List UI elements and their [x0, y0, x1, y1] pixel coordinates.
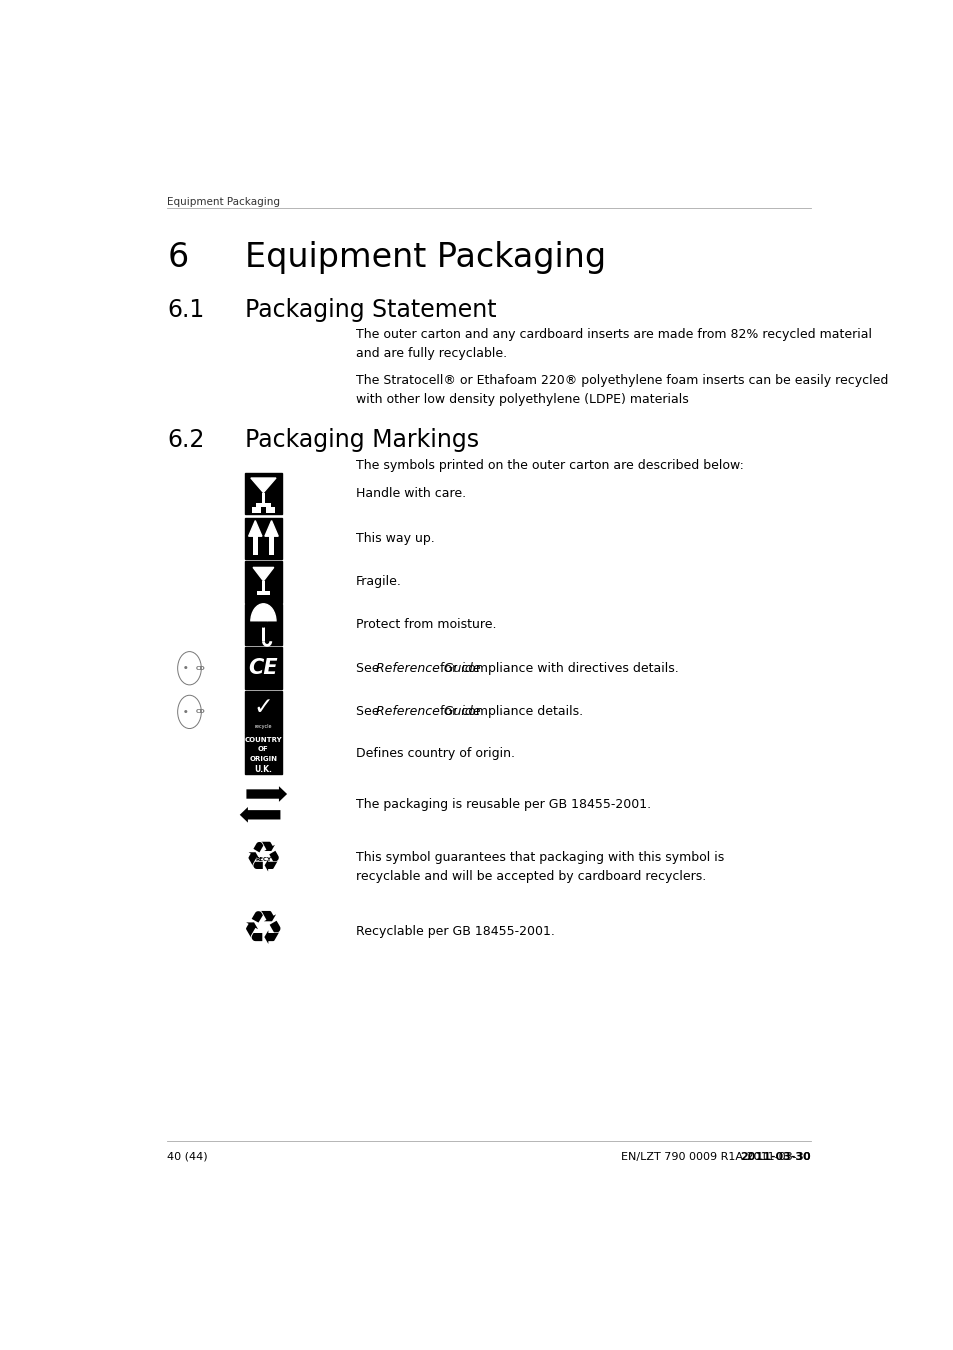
- Text: ♻: ♻: [242, 909, 284, 953]
- Text: Handle with care.: Handle with care.: [355, 487, 465, 500]
- Bar: [256, 591, 270, 595]
- Text: 2011-03-30: 2011-03-30: [740, 1152, 810, 1161]
- Text: CD: CD: [196, 666, 206, 671]
- Text: CD: CD: [196, 709, 206, 714]
- Bar: [269, 536, 274, 555]
- Text: COUNTRY: COUNTRY: [244, 737, 282, 742]
- Bar: [262, 622, 265, 641]
- Text: ●: ●: [184, 667, 188, 670]
- Bar: [245, 603, 282, 645]
- Bar: [255, 504, 271, 508]
- Bar: [262, 580, 265, 591]
- Text: This symbol guarantees that packaging with this symbol is
recyclable and will be: This symbol guarantees that packaging wi…: [355, 852, 723, 883]
- Text: Packaging Markings: Packaging Markings: [245, 428, 478, 452]
- Bar: [265, 508, 275, 513]
- Text: Packaging Statement: Packaging Statement: [245, 298, 497, 323]
- Bar: [252, 508, 261, 513]
- Text: Defines country of origin.: Defines country of origin.: [355, 747, 515, 760]
- FancyArrow shape: [246, 786, 287, 802]
- Bar: [245, 733, 282, 775]
- Text: The packaging is reusable per GB 18455-2001.: The packaging is reusable per GB 18455-2…: [355, 798, 650, 811]
- Polygon shape: [253, 567, 274, 580]
- Text: ♻: ♻: [245, 837, 282, 879]
- Polygon shape: [249, 521, 262, 536]
- Text: The outer carton and any cardboard inserts are made from 82% recycled material
a: The outer carton and any cardboard inser…: [355, 328, 871, 360]
- Text: for compliance with directives details.: for compliance with directives details.: [436, 662, 679, 675]
- Text: recycle: recycle: [254, 724, 272, 729]
- Text: ●: ●: [184, 710, 188, 714]
- Text: 6.1: 6.1: [167, 298, 204, 323]
- Polygon shape: [265, 521, 278, 536]
- Bar: [245, 517, 282, 559]
- Text: Recyclable per GB 18455-2001.: Recyclable per GB 18455-2001.: [355, 925, 554, 938]
- Text: See: See: [355, 662, 383, 675]
- Wedge shape: [250, 621, 258, 628]
- Text: OF: OF: [257, 747, 269, 752]
- Wedge shape: [251, 603, 275, 621]
- Wedge shape: [268, 621, 276, 628]
- Text: 40 (44): 40 (44): [167, 1152, 208, 1161]
- Bar: [245, 562, 282, 602]
- Text: 6: 6: [167, 242, 189, 274]
- Text: ✓: ✓: [253, 695, 273, 718]
- Text: EN/LZT 790 0009 R1A 2011-03-30: EN/LZT 790 0009 R1A 2011-03-30: [620, 1152, 810, 1161]
- Bar: [245, 472, 282, 514]
- Text: This way up.: This way up.: [355, 532, 435, 545]
- Text: Protect from moisture.: Protect from moisture.: [355, 618, 496, 630]
- Text: CE: CE: [249, 659, 278, 678]
- Text: 6.2: 6.2: [167, 428, 205, 452]
- Polygon shape: [251, 478, 275, 493]
- Text: Reference Guide: Reference Guide: [375, 662, 479, 675]
- Text: for compliance details.: for compliance details.: [436, 706, 583, 718]
- Bar: [262, 493, 265, 504]
- Bar: [253, 536, 257, 555]
- Text: See: See: [355, 706, 383, 718]
- Text: The Stratocell® or Ethafoam 220® polyethylene foam inserts can be easily recycle: The Stratocell® or Ethafoam 220® polyeth…: [355, 374, 887, 405]
- FancyArrow shape: [239, 807, 280, 822]
- Wedge shape: [258, 621, 268, 628]
- Text: Reference Guide: Reference Guide: [375, 706, 479, 718]
- Bar: [245, 648, 282, 688]
- Text: The symbols printed on the outer carton are described below:: The symbols printed on the outer carton …: [355, 459, 743, 472]
- Text: RECY: RECY: [255, 857, 272, 863]
- Text: Fragile.: Fragile.: [355, 575, 401, 589]
- Text: Equipment Packaging: Equipment Packaging: [245, 242, 605, 274]
- Text: U.K.: U.K.: [254, 764, 272, 774]
- Bar: [245, 691, 282, 733]
- Text: Equipment Packaging: Equipment Packaging: [167, 197, 280, 208]
- Text: ORIGIN: ORIGIN: [249, 756, 277, 761]
